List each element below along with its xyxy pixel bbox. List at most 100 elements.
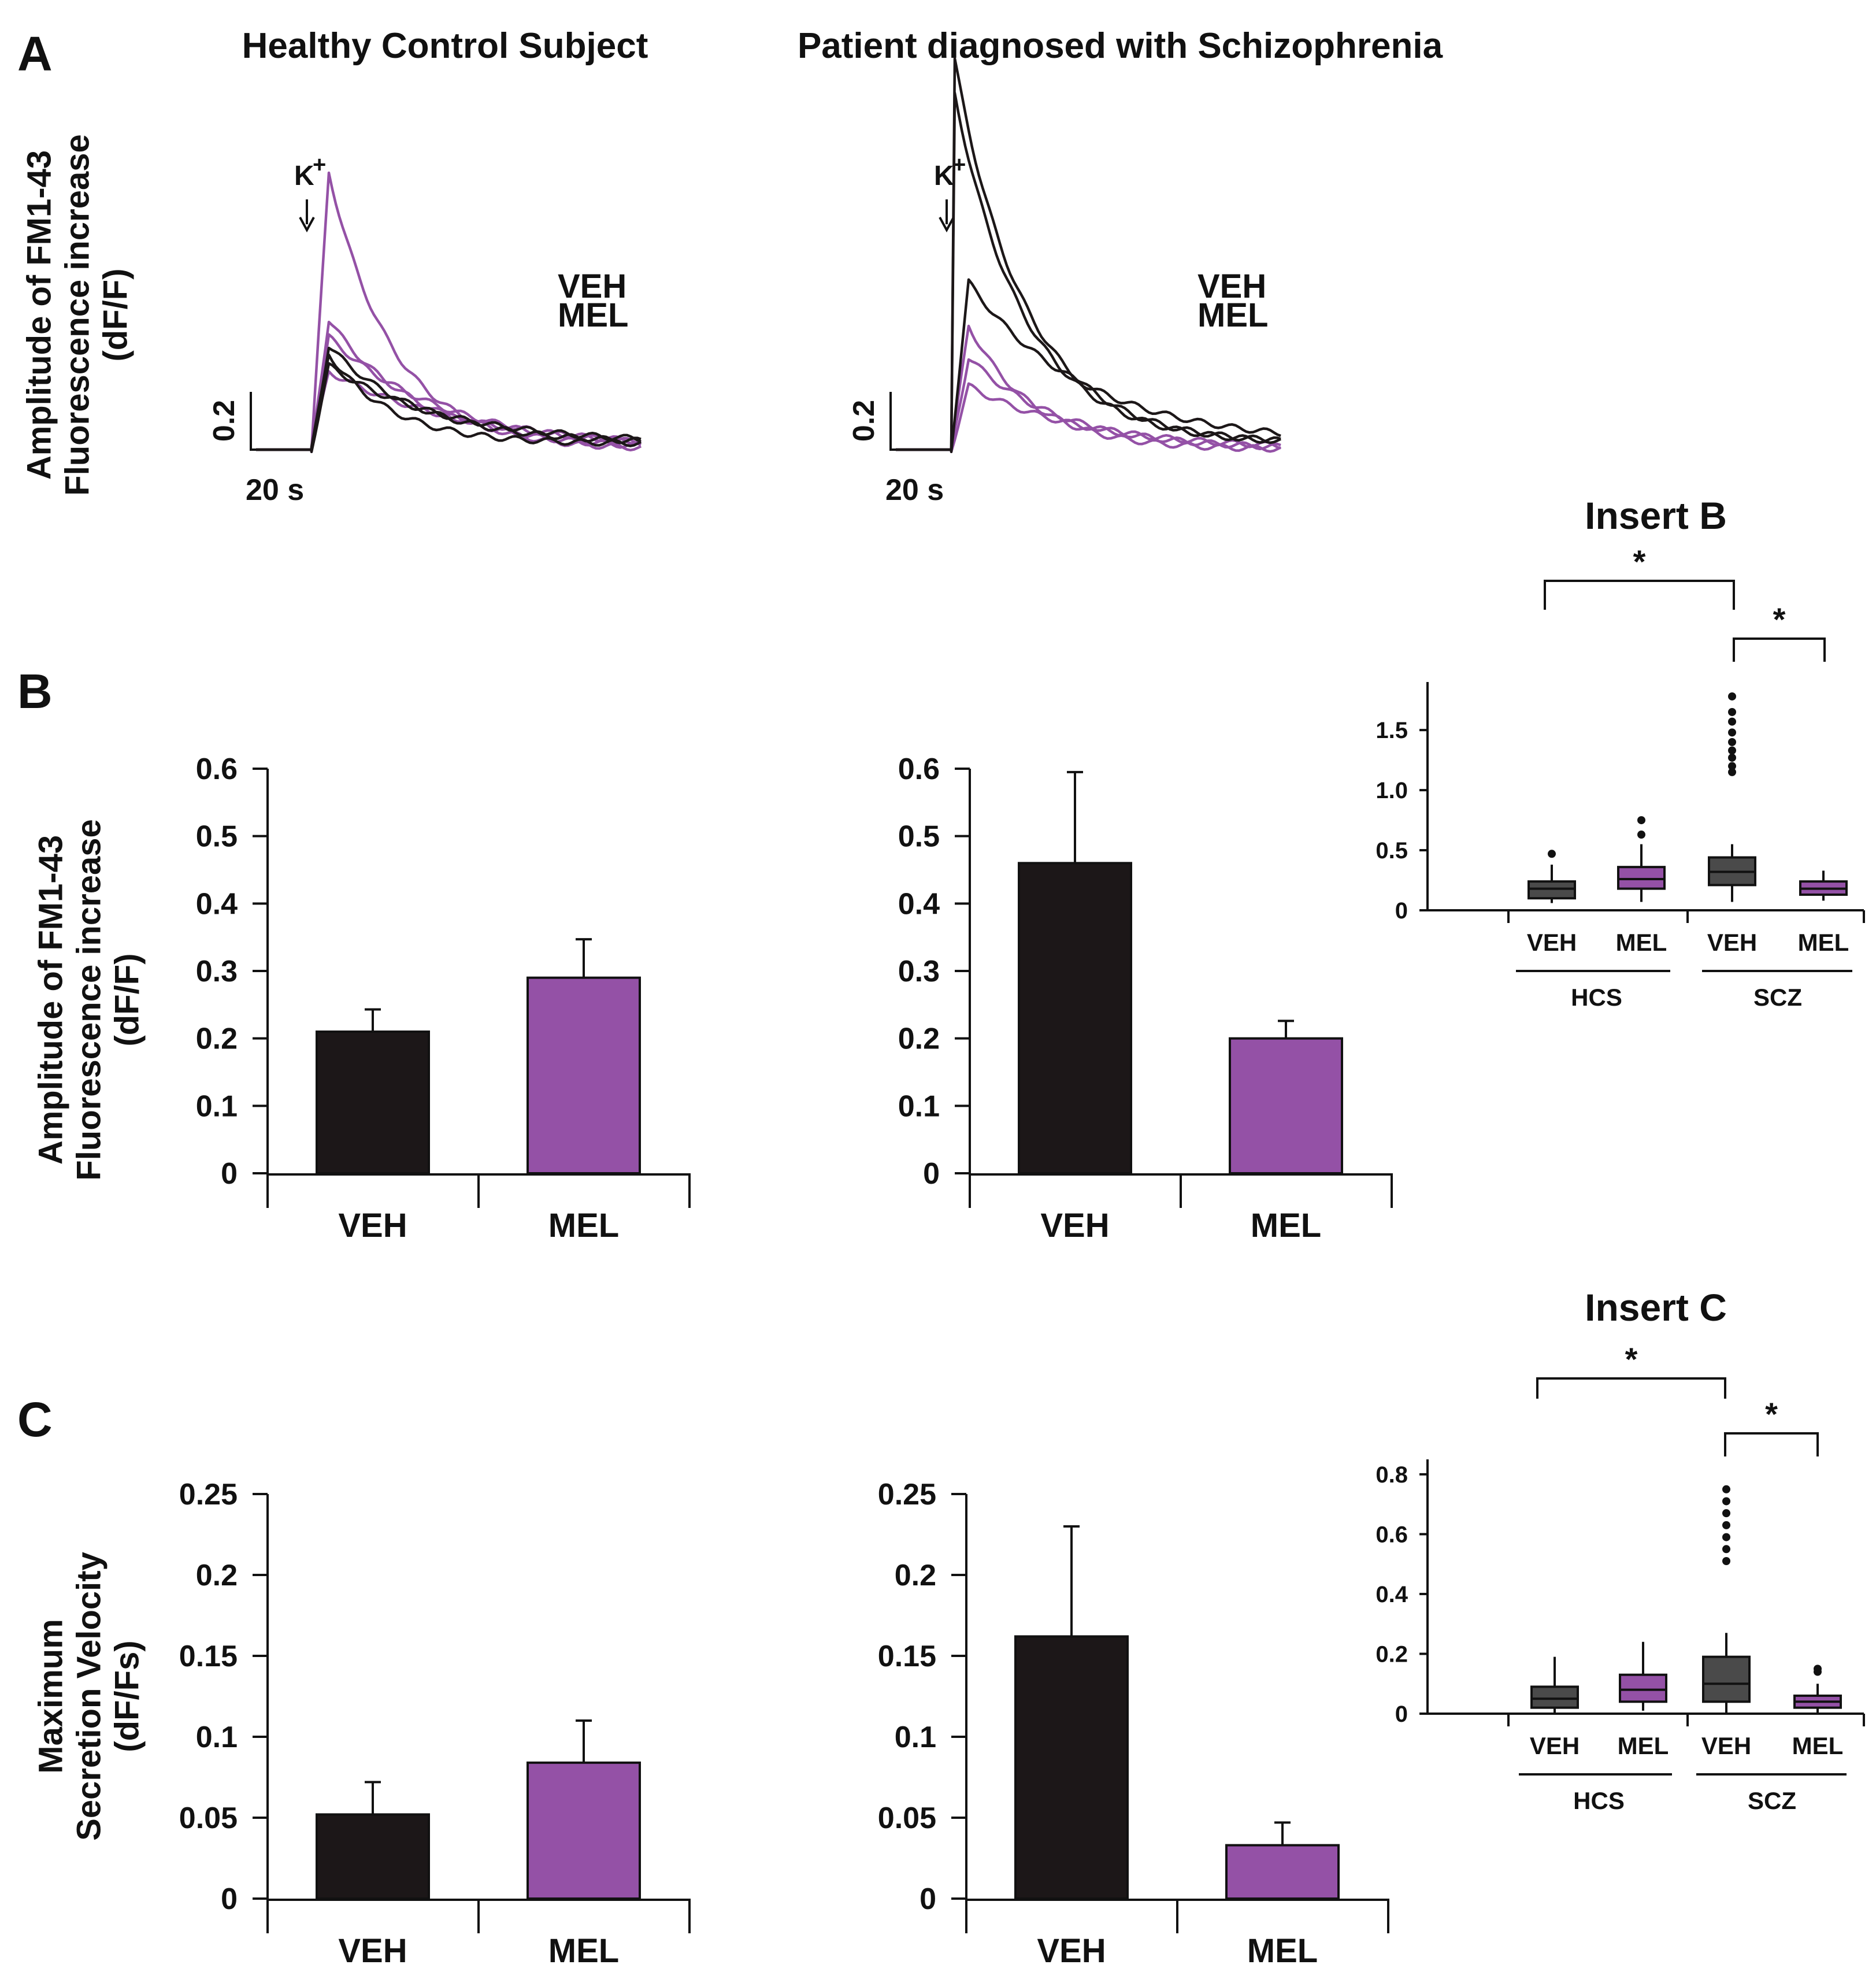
- bar-panel-c-hcs: 0 0.05 0.1 0.15 0.2 0.25 VEH MEL: [179, 1478, 691, 1970]
- outlier-point: [1814, 1665, 1822, 1673]
- significance-bracket: [1536, 1377, 1726, 1399]
- y-tick-label: 0.6: [196, 753, 238, 786]
- bar-charts: Amplitude of FM1-43 Fluorescence increase…: [32, 753, 1393, 1970]
- outlier-point: [1728, 707, 1736, 716]
- bar-mel: [527, 1761, 641, 1900]
- stimulus-label: K: [934, 161, 954, 191]
- panel-label-a: A: [17, 27, 53, 81]
- box: [1702, 1655, 1751, 1703]
- group-label: SCZ: [1753, 984, 1802, 1011]
- significance-marker: *: [1773, 601, 1786, 637]
- scale-bar: [250, 392, 306, 451]
- stimulus-arrowhead: [299, 217, 315, 233]
- title-hcs: Healthy Control Subject: [242, 26, 648, 66]
- x-tick-label: VEH: [1040, 1207, 1109, 1244]
- bar-mel: [1225, 1844, 1340, 1900]
- trace-veh: [896, 91, 1281, 451]
- axis-label-c-line: Secretion Velocity: [70, 1552, 107, 1841]
- axis-label-b-line: Amplitude of FM1-43: [32, 835, 69, 1165]
- y-tick-label: 0: [221, 1882, 238, 1916]
- title-scz: Patient diagnosed with Schizophrenia: [798, 26, 1443, 66]
- y-tick-label: 0.05: [179, 1802, 238, 1835]
- axis-label-b-line: Fluorescence increase: [70, 819, 107, 1180]
- category-label: VEH: [1701, 1732, 1751, 1759]
- bar-mel: [1229, 1037, 1343, 1174]
- y-tick-label: 0.5: [898, 820, 940, 854]
- y-tick-label: 0.2: [895, 1559, 936, 1592]
- x-tick-label: MEL: [1251, 1207, 1321, 1244]
- trace-mel: [896, 358, 1281, 451]
- category-label: MEL: [1616, 929, 1667, 956]
- outlier-point: [1728, 753, 1736, 762]
- y-tick-label: 0.25: [878, 1478, 936, 1511]
- outlier-point: [1722, 1509, 1730, 1518]
- axis-label-a-group: Amplitude of FM1-43 Fluorescence increase…: [20, 134, 134, 495]
- category-label: MEL: [1618, 1732, 1669, 1759]
- bar-panel-b-scz: 0 0.1 0.2 0.3 0.4 0.5 0.6 VEH MEL: [898, 753, 1393, 1244]
- y-tick-label: 0.4: [196, 887, 238, 921]
- trace-veh: [896, 278, 1281, 454]
- outlier-point: [1728, 737, 1736, 746]
- stimulus-arrowhead: [939, 217, 955, 233]
- outlier-point: [1722, 1545, 1730, 1554]
- group-label: HCS: [1573, 1787, 1625, 1814]
- box-plot-insert-b: Insert B 0 0.5 1.0 1.5 VEH MEL VEH MEL HCS SCZ * *: [1376, 494, 1865, 1011]
- panel-label-c: C: [17, 1392, 53, 1447]
- panel-label-b: B: [17, 664, 53, 718]
- outlier-point: [1722, 1497, 1730, 1506]
- x-tick-label: MEL: [1247, 1932, 1318, 1970]
- y-tick-label: 0.05: [878, 1802, 936, 1835]
- axis-label-a-line: Amplitude of FM1-43: [20, 150, 58, 480]
- legend-mel: MEL: [1197, 296, 1268, 334]
- y-tick-label: 0.3: [898, 955, 940, 988]
- axis-label-c-line: (dF/Fs): [108, 1640, 146, 1752]
- y-tick-label: 0.25: [179, 1478, 238, 1511]
- outlier-point: [1728, 762, 1736, 770]
- x-tick-label: VEH: [338, 1932, 407, 1970]
- outlier-point: [1728, 768, 1736, 776]
- trace-mel: [256, 333, 642, 454]
- outlier-point: [1722, 1485, 1730, 1493]
- y-tick-label: 0.5: [1376, 838, 1408, 863]
- significance-bracket: [1724, 1432, 1819, 1456]
- bar-veh: [316, 1813, 430, 1900]
- category-label: MEL: [1798, 929, 1849, 956]
- y-tick-label: 0.15: [179, 1640, 238, 1673]
- insert-title: Insert B: [1585, 494, 1727, 537]
- y-tick-label: 0.5: [196, 820, 238, 854]
- outlier-point: [1637, 831, 1645, 839]
- y-tick-label: 1.5: [1376, 718, 1408, 743]
- y-tick-label: 0.4: [1376, 1582, 1408, 1607]
- box: [1619, 1673, 1667, 1703]
- stimulus-superscript: +: [313, 152, 326, 177]
- outlier-point: [1722, 1557, 1730, 1565]
- box-plot-insert-c: Insert C 0 0.2 0.4 0.6 0.8 VEH MEL VEH MEL HCS SCZ *…: [1376, 1286, 1865, 1814]
- stimulus-superscript: +: [952, 152, 966, 177]
- outlier-point: [1728, 746, 1736, 755]
- outlier-point: [1728, 728, 1736, 737]
- outlier-point: [1722, 1521, 1730, 1529]
- bar-mel: [527, 976, 641, 1174]
- x-tick-label: VEH: [338, 1207, 407, 1244]
- outlier-point: [1728, 717, 1736, 726]
- category-label: VEH: [1527, 929, 1577, 956]
- trace-mel: [896, 382, 1281, 454]
- y-tick-label: 0.15: [878, 1640, 936, 1673]
- scale-bar: [889, 392, 946, 451]
- significance-marker: *: [1765, 1396, 1778, 1432]
- y-tick-label: 0.1: [898, 1089, 940, 1123]
- axis-label-c-line: Maximum: [32, 1619, 69, 1774]
- legend-veh: VEH: [558, 268, 626, 305]
- box: [1528, 880, 1576, 900]
- y-tick-label: 0.6: [1376, 1522, 1408, 1547]
- y-tick-label: 0.8: [1376, 1462, 1408, 1488]
- y-tick-label: 0: [1395, 1702, 1408, 1727]
- significance-bracket: [1733, 637, 1826, 662]
- axis-label-a-line: (dF/F): [97, 268, 134, 361]
- x-tick-label: VEH: [1037, 1932, 1106, 1970]
- y-tick-label: 0: [920, 1882, 936, 1916]
- stimulus-label: K: [294, 161, 314, 191]
